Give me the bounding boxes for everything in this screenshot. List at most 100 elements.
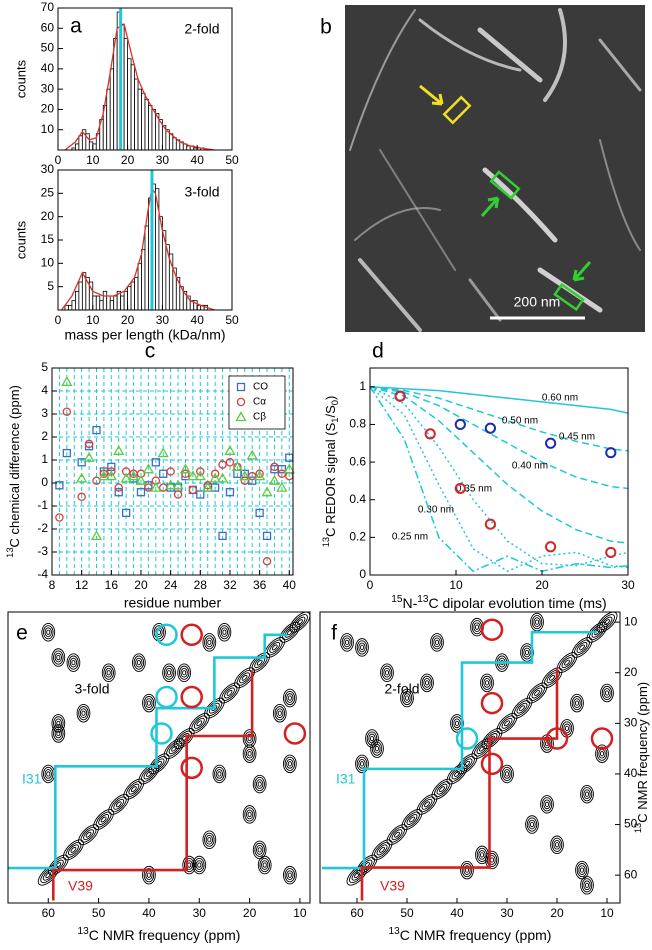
contour xyxy=(534,619,540,625)
contour xyxy=(391,829,403,841)
contour xyxy=(401,690,413,706)
marker-circle xyxy=(173,490,183,499)
contour xyxy=(196,720,203,727)
panel-letter: a xyxy=(70,15,82,38)
x-tick-label: 50 xyxy=(92,906,106,920)
contour xyxy=(486,733,498,744)
marker-circle xyxy=(240,476,250,485)
histogram-bar xyxy=(64,304,69,311)
contour xyxy=(173,728,195,749)
contour xyxy=(46,771,51,777)
y-tick-label: 20 xyxy=(41,209,55,223)
x-tick-label: 50 xyxy=(400,906,414,920)
contour xyxy=(283,688,297,708)
marker-triangle xyxy=(83,451,95,462)
y-tick-label: 0.8 xyxy=(349,417,366,431)
contour xyxy=(67,844,79,856)
histogram-bar xyxy=(134,276,139,311)
marker-circle xyxy=(484,422,496,434)
highlight-box xyxy=(489,170,521,200)
x-tick-label: 40 xyxy=(191,313,205,327)
contour xyxy=(279,621,301,643)
contour xyxy=(272,703,287,723)
contour xyxy=(256,779,264,789)
y-tick-label: 40 xyxy=(41,61,55,75)
marker-circle xyxy=(84,439,94,449)
contour xyxy=(167,670,172,676)
curve xyxy=(369,386,629,490)
histogram-bar xyxy=(130,281,135,311)
y-tick-label: 40 xyxy=(624,766,638,780)
contour xyxy=(53,716,64,731)
contour xyxy=(368,733,376,744)
x-tick-label: 60 xyxy=(42,906,56,920)
contour xyxy=(69,657,78,668)
contour xyxy=(601,685,613,701)
marker-triangle xyxy=(246,449,258,460)
marker-circle xyxy=(188,485,198,495)
x-tick-label: 30 xyxy=(621,578,635,592)
contour xyxy=(483,678,491,688)
marker-square xyxy=(210,483,220,492)
contour xyxy=(222,629,227,635)
contour xyxy=(559,654,575,671)
contour xyxy=(406,814,418,825)
marker-triangle xyxy=(135,474,147,485)
contour xyxy=(85,831,92,838)
x-tick-label: 10 xyxy=(449,578,463,592)
x-axis-label-part: C NMR frequency (ppm) xyxy=(89,927,241,943)
assignment-path xyxy=(322,630,597,870)
contour xyxy=(580,876,594,895)
marker-circle xyxy=(236,397,246,407)
contour xyxy=(281,624,298,641)
histogram-bar xyxy=(186,145,191,151)
marker-square xyxy=(277,465,287,474)
contour xyxy=(450,714,464,733)
contour xyxy=(516,702,528,714)
fibril xyxy=(358,258,422,332)
contour xyxy=(182,670,187,676)
x-tick-label: 12 xyxy=(75,578,89,592)
contour xyxy=(286,629,293,636)
fibril xyxy=(598,38,642,92)
x-tick-label: 30 xyxy=(500,906,514,920)
contour xyxy=(484,680,490,686)
contour xyxy=(576,863,588,878)
panel-letter: e xyxy=(16,622,28,645)
contour xyxy=(421,675,433,690)
marker-square xyxy=(159,469,168,478)
plot-frame xyxy=(319,611,621,904)
histogram-bar xyxy=(113,295,118,311)
contour xyxy=(286,870,294,881)
y-axis-label: counts xyxy=(13,59,28,98)
assignment-path xyxy=(52,670,254,901)
contour xyxy=(153,625,165,640)
curve-label: 0.45 nm xyxy=(559,432,595,443)
contour xyxy=(106,670,111,676)
y-axis-label-part: ) xyxy=(323,396,338,400)
marker-circle xyxy=(394,390,406,402)
contour xyxy=(586,621,608,643)
contour xyxy=(383,667,391,678)
assignment-circle xyxy=(180,756,203,780)
contour xyxy=(251,654,268,671)
contour xyxy=(420,673,434,693)
contour xyxy=(386,824,408,846)
contour xyxy=(404,695,410,701)
contour xyxy=(579,867,585,873)
contour xyxy=(283,754,297,774)
contour xyxy=(520,643,534,662)
marker-circle xyxy=(484,518,496,530)
contour xyxy=(249,652,271,674)
contour xyxy=(571,636,593,658)
contour xyxy=(43,625,54,640)
marker-triangle xyxy=(231,461,243,472)
marker-circle xyxy=(99,469,109,479)
y-tick-label: 15 xyxy=(41,232,55,246)
contour xyxy=(128,783,140,795)
contour xyxy=(374,841,390,858)
histogram-bar xyxy=(172,137,177,151)
contour xyxy=(148,753,170,775)
contour xyxy=(110,796,127,813)
